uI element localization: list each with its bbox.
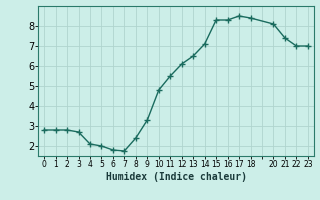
X-axis label: Humidex (Indice chaleur): Humidex (Indice chaleur) bbox=[106, 172, 246, 182]
